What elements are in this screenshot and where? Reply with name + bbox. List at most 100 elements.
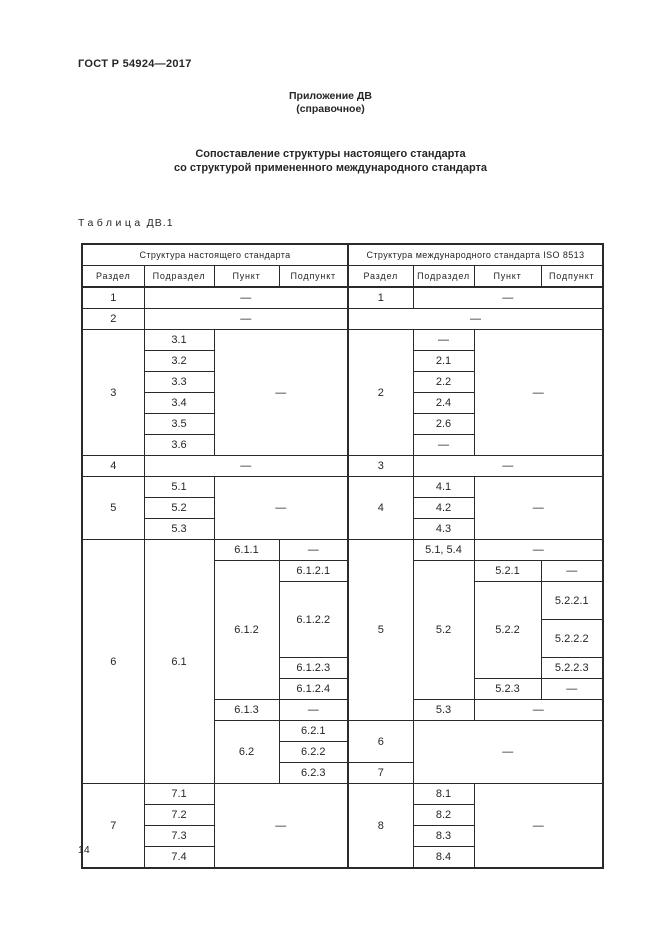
table-cell: 5.2: [412, 560, 475, 700]
table-cell: 7.1: [143, 783, 215, 805]
table-cell: 2.6: [412, 413, 475, 435]
column-header-podrazdel-right: Подраздел: [412, 265, 475, 288]
group-header-current-standard: Структура настоящего стандарта: [81, 243, 349, 266]
section-title-line2: со структурой примененного международног…: [173, 162, 488, 174]
table-cell: —: [143, 308, 349, 330]
table-cell: 5.1: [143, 476, 215, 498]
table-label: Таблица ДВ.1: [78, 217, 174, 229]
table-row: 4—3—: [81, 455, 604, 477]
doc-code: ГОСТ Р 54924—2017: [78, 58, 192, 70]
table-cell: —: [278, 539, 349, 561]
table-cell: —: [278, 699, 349, 721]
table-cell: —: [213, 329, 349, 456]
column-header-punkt-right: Пункт: [473, 265, 542, 288]
section-title: Сопоставление структуры настоящего станд…: [0, 147, 661, 175]
table-label-number: ДВ.1: [146, 217, 174, 229]
table-row: 6.1.2 6.1.2.1 5.2 5.2.1—: [82, 560, 604, 700]
table-cell: 3.6: [143, 434, 215, 456]
appendix-subtitle: (справочное): [296, 103, 365, 115]
table-cell: —: [412, 329, 475, 351]
table-cell: 6.2: [213, 720, 280, 784]
table-cell: 2: [81, 308, 145, 330]
table-cell: 5.2.2.3: [540, 657, 604, 679]
column-header-podpunkt-left: Подпункт: [278, 265, 349, 288]
table-cell: 5: [81, 476, 145, 540]
table-cell: —: [473, 476, 604, 540]
table-cell: 3: [81, 329, 145, 456]
table-cell: 6: [347, 720, 414, 763]
table-cell: 5.2: [143, 497, 215, 519]
table-cell: 1: [81, 286, 145, 309]
table-cell: 6.1.3: [213, 699, 280, 721]
table-cell: 1: [347, 286, 414, 309]
table-cell: 2: [347, 329, 414, 456]
table-cell: 5: [347, 539, 414, 721]
table-row: 5 5.1—4 4.1—: [81, 476, 604, 540]
table-cell: —: [143, 455, 349, 477]
table-cell: 6.1.2.1: [278, 560, 349, 582]
table-cell: 7.3: [143, 825, 215, 847]
comparison-table-body: 1—1—2— —3 3.1—2— —3.2 2.1 3.3 2.2 3.4 2.4 3.5 2.6 3…: [81, 286, 604, 869]
table-row: 3.6 —: [82, 434, 603, 456]
table-cell: 6.1.1: [213, 539, 280, 561]
table-row: 5.2.2.2: [82, 619, 604, 658]
table-cell: 8.2: [412, 804, 475, 826]
table-row: 6.2.2: [82, 741, 603, 763]
table-cell: 2.4: [412, 392, 475, 414]
table-cell: 8: [347, 783, 414, 869]
table-cell: 6.2.1: [278, 720, 349, 742]
table-cell: 5.2.1: [473, 560, 542, 582]
table-cell: 6.2.3: [278, 762, 349, 784]
table-cell: 5.2.2.1: [540, 581, 604, 620]
table-cell: 4.2: [412, 497, 475, 519]
table-cell: 6.2.2: [278, 741, 349, 763]
table-row: 6.1.2.4 5.2.3—: [82, 678, 604, 700]
table-cell: 2.1: [412, 350, 475, 372]
table-row: 6.1.2.3 5.2.2.3: [82, 657, 604, 679]
table-cell: —: [540, 678, 604, 700]
page-number: 14: [78, 844, 90, 856]
group-header-row: Структура настоящего стандарта Структура…: [81, 243, 604, 266]
table-cell: 3.1: [143, 329, 215, 351]
section-title-line1: Сопоставление структуры настоящего станд…: [195, 148, 466, 160]
table-row: 6.2 6.2.1 6—: [82, 720, 604, 784]
table-cell: 7: [347, 762, 414, 784]
table-cell: 5.2.2: [473, 581, 542, 679]
table-row: 7 7.1—8 8.1—: [81, 783, 604, 869]
table-cell: 5.3: [412, 699, 475, 721]
table-cell: —: [213, 476, 349, 540]
table-cell: 8.4: [412, 846, 475, 869]
table-cell: 7.2: [143, 804, 215, 826]
table-cell: 4: [81, 455, 145, 477]
table-cell: —: [412, 455, 604, 477]
table-cell: 2.2: [412, 371, 475, 393]
table-cell: 6.1.2: [213, 560, 280, 700]
table-cell: 6.1.2.4: [278, 678, 349, 700]
table-cell: —: [412, 434, 475, 456]
table-cell: 3: [347, 455, 414, 477]
table-row: 2— —: [81, 308, 604, 330]
table-cell: 6.1: [143, 539, 215, 784]
table-cell: 3.4: [143, 392, 215, 414]
table-cell: —: [412, 286, 604, 309]
table-cell: 8.1: [412, 783, 475, 805]
comparison-table: Структура настоящего стандарта Структура…: [81, 243, 604, 869]
table-cell: —: [473, 329, 604, 456]
table-cell: 6.1.2.3: [278, 657, 349, 679]
table-cell: —: [540, 560, 604, 582]
table-row: 7.2 8.2: [82, 804, 603, 826]
table-cell: 5.3: [143, 518, 215, 540]
table-row: 1—1—: [81, 286, 604, 309]
table-cell: 4: [347, 476, 414, 540]
column-header-podrazdel-left: Подраздел: [143, 265, 215, 288]
table-cell: 3.5: [143, 413, 215, 435]
table-cell: —: [213, 783, 349, 869]
column-header-punkt-left: Пункт: [213, 265, 280, 288]
table-row: 3 3.1—2— —: [81, 329, 604, 456]
table-cell: 5.2.2.2: [540, 619, 604, 658]
column-header-row: Раздел Подраздел Пункт Подпункт Раздел П…: [81, 265, 604, 288]
table-cell: 4.3: [412, 518, 475, 540]
table-row: 6.2.3 7: [82, 762, 603, 784]
comparison-table-head: Структура настоящего стандарта Структура…: [81, 243, 604, 288]
